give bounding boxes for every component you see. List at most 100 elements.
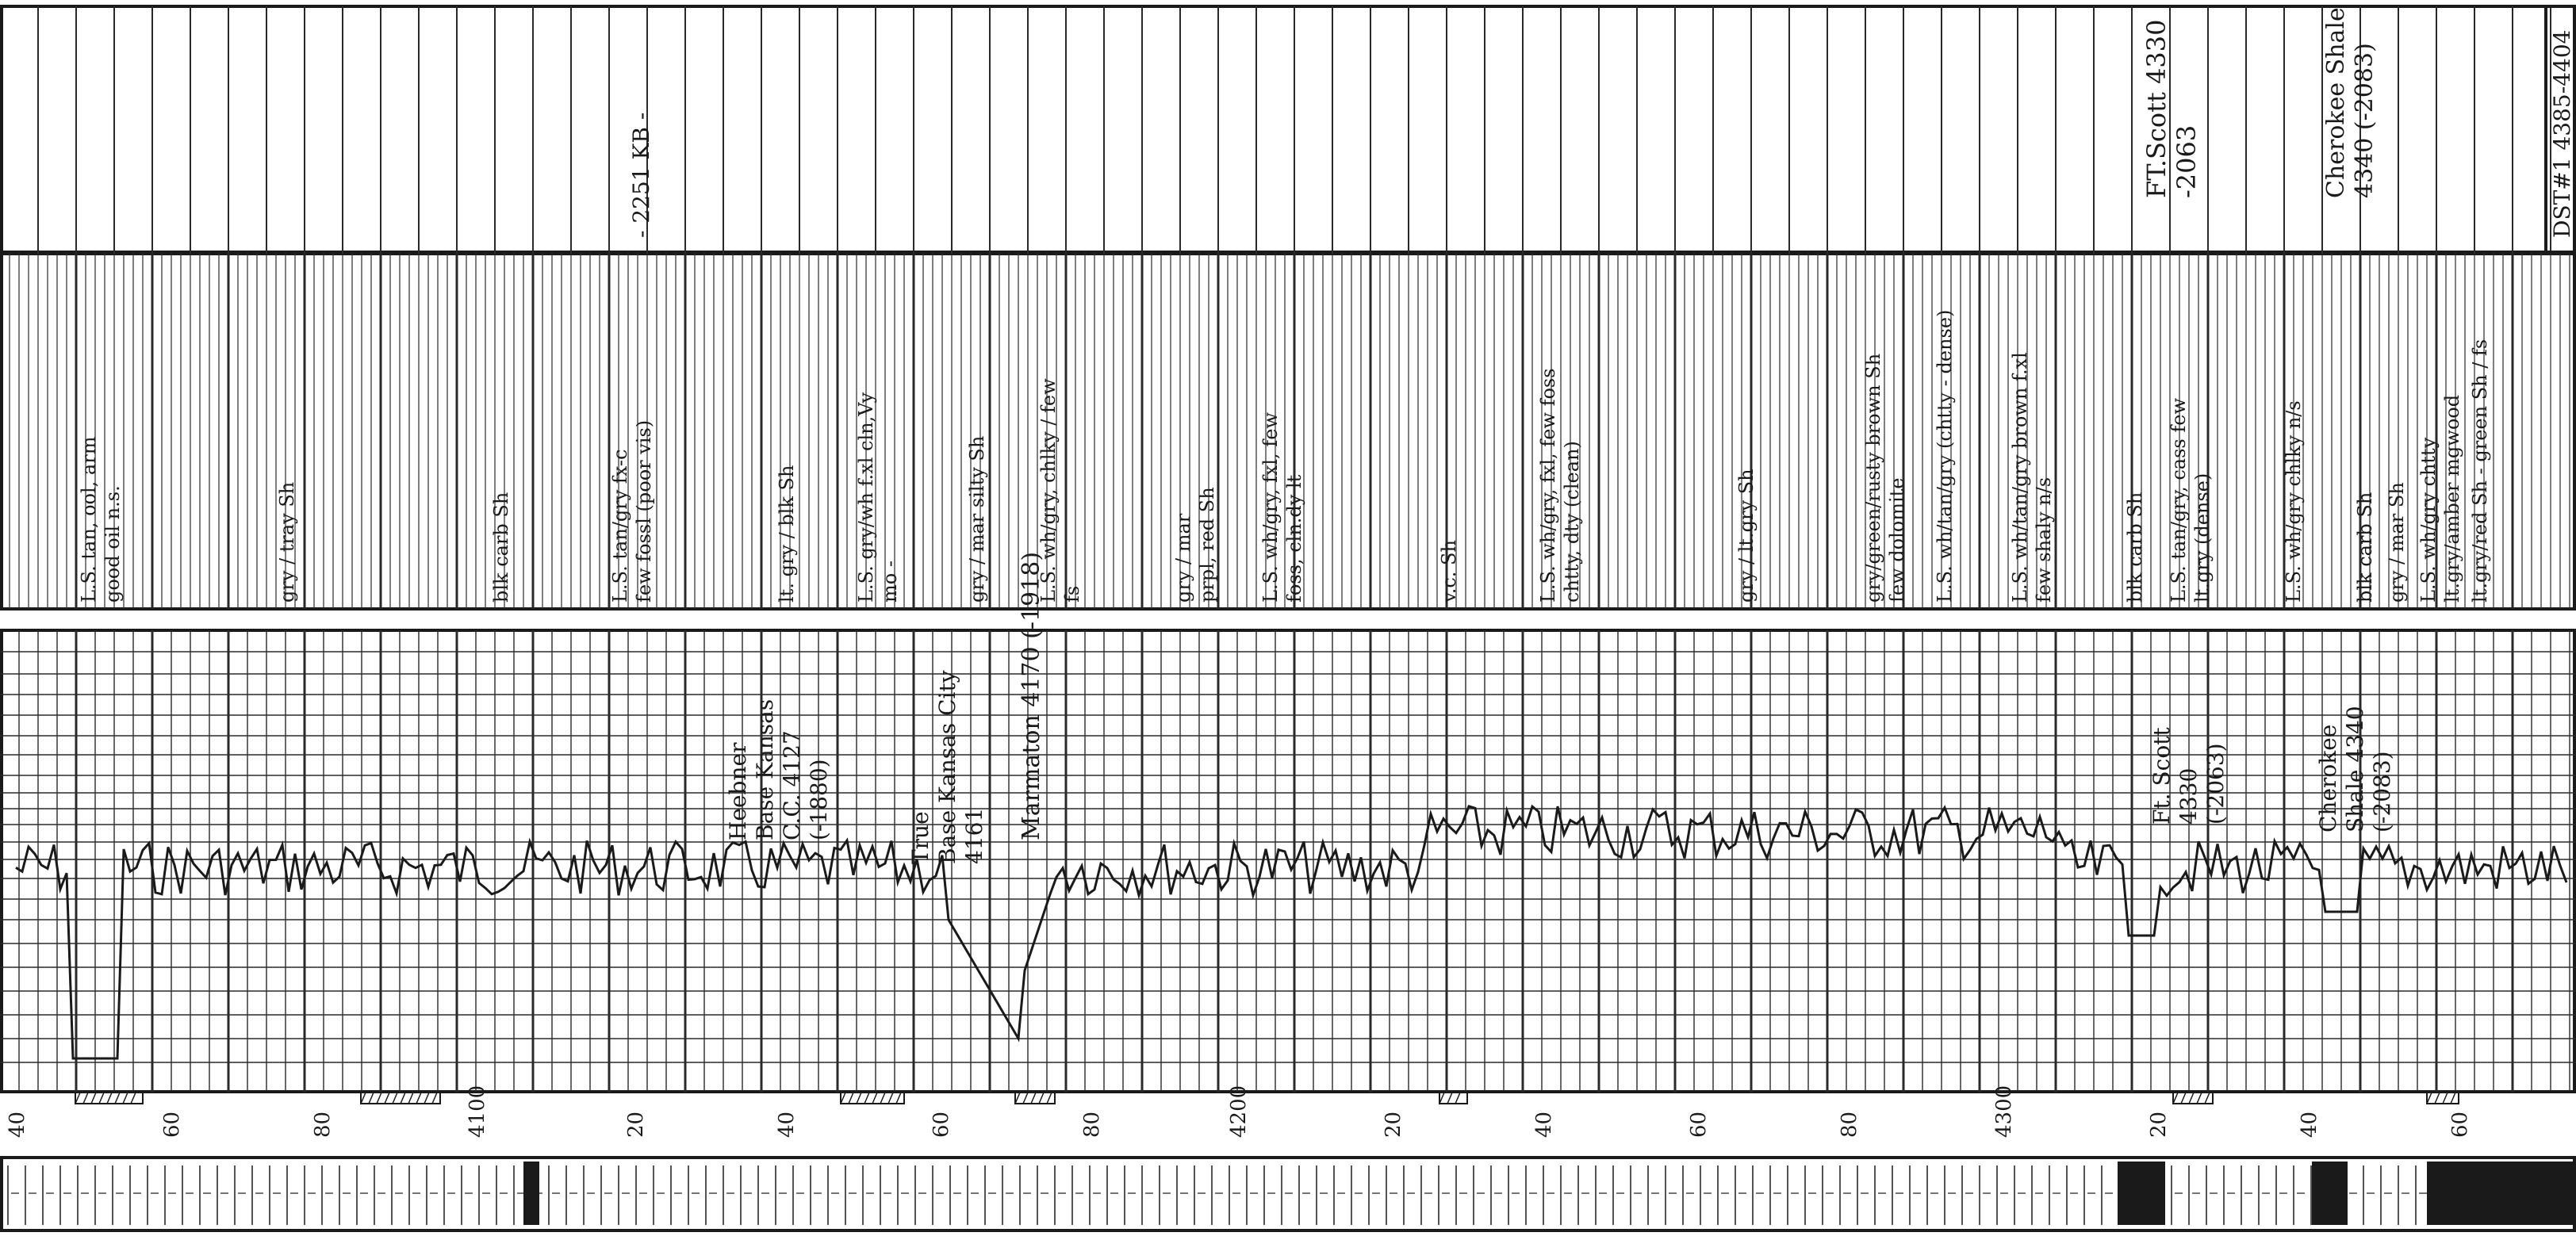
depth-tick-label: 80 (311, 1112, 335, 1138)
band-border (0, 629, 2576, 1093)
scale-marker-hatch (1447, 1092, 1453, 1104)
depth-tick-text: 4100 (466, 1085, 489, 1138)
scale-marker-hatch (400, 1092, 406, 1104)
lithology-note-line: L.S. wh/gry chlky n/s (2283, 400, 2305, 603)
lithology-note-line: few shaly n/s (2033, 477, 2055, 603)
elevation-label-line: - 2251 KB - (628, 113, 654, 238)
marmaton-annotation: Marmaton 4170 (-1918) (1018, 552, 1045, 840)
depth-tick-label: 4200 (1227, 1085, 1251, 1138)
true-bkc-annotation-line: True (907, 811, 933, 864)
scale-marker-hatch (2204, 1092, 2210, 1104)
lithology-description-column: L.S. tan, ool, arm good oil n.s. gry / tra… (78, 310, 2491, 603)
heebner-annotation-line: C.C. 4127 (779, 730, 805, 840)
cherokee-annotation: Cherokee Shale 4340 (-2083) (2315, 706, 2395, 832)
lithology-note-line: mo - (879, 561, 901, 603)
top-cherokee-pick-line: 4340 (-2083) (2351, 43, 2379, 198)
depth-tick-label: 80 (1838, 1112, 1861, 1138)
lithology-note-line: prpl, red Sh (1196, 487, 1218, 603)
depth-tick-label: 4100 (466, 1085, 489, 1138)
lithology-note-line: lt.gry/red Sh - green Sh / fs (2469, 339, 2491, 603)
lithology-note-line: fs (1061, 586, 1083, 603)
scale-marker-hatch (384, 1092, 390, 1104)
scale-marker-hatch (864, 1092, 870, 1104)
lithology-note-line: v.c. Sh (1438, 540, 1460, 603)
depth-tick-text: 4200 (1227, 1085, 1251, 1138)
depth-tick-label: 20 (1382, 1112, 1405, 1138)
depth-tick-text: 20 (1382, 1112, 1405, 1138)
lithology-note: gry/green/rusty brown Sh few dolomite (1862, 354, 1908, 603)
lithology-note-line: L.S. wh/gry chtty (2417, 437, 2440, 603)
depth-tick-label: 40 (1532, 1112, 1556, 1138)
lithology-note-line: blk carb Sh (2354, 492, 2376, 603)
heebner-annotation-line: Base Kansas (752, 699, 778, 840)
lithology-note-line: L.S. wh/gry, chlky / few (1037, 378, 1060, 603)
lithology-note-line: gry/green/rusty brown Sh (1862, 354, 1884, 603)
top-cherokee-pick-line: Cherokee Shale (2322, 7, 2350, 198)
depth-tick-label: 60 (1687, 1112, 1711, 1138)
scale-marker-hatch (2442, 1092, 2448, 1104)
lithology-note-line: L.S. tan, ool, arm (78, 436, 100, 603)
lithology-note-line: gry / mar Sh (2386, 482, 2408, 603)
depth-tick-text: 60 (1687, 1112, 1711, 1138)
depth-tick-label: 60 (2448, 1112, 2472, 1138)
strip-black-block (2118, 1162, 2165, 1225)
lithology-note-line: gry / tray Sh (276, 482, 298, 603)
lithology-note-line: foss, cln.dy lt (1283, 474, 1305, 603)
depth-tick-text: 80 (1080, 1112, 1104, 1138)
marmaton-annotation-line: Marmaton 4170 (-1918) (1018, 552, 1045, 840)
lithology-note: blk carb Sh (2124, 492, 2146, 603)
scale-marker-hatch (895, 1092, 902, 1104)
top-panel-annotations: - 2251 KB - FT.Scott 4330 -2063 Cherokee Sh… (628, 5, 2576, 254)
lithology-note: L.S. gry/wh f.xl cln,Vy mo - (855, 392, 901, 603)
heebner-annotation-line: Heebner (725, 742, 751, 840)
depth-tick-text: 20 (624, 1112, 648, 1138)
scale-marker-hatch (1455, 1092, 1461, 1104)
scale-marker-hatch (2426, 1092, 2432, 1104)
lithology-note: L.S. wh/gry chlky n/s (2283, 400, 2305, 603)
lithology-note: L.S. wh/gry, fxl, few foss chtty, dty (cl… (1537, 368, 1583, 603)
lithology-note: L.S. tan/gry fx-c few fossl (poor vis) (609, 420, 655, 603)
lithology-note-line: L.S. gry/wh f.xl cln,Vy (855, 392, 877, 603)
lithology-note-line: lt. gry / blk Sh (776, 465, 798, 603)
scale-marker-hatch (368, 1092, 374, 1104)
cherokee-annotation-line: (-2083) (2369, 751, 2395, 832)
lithology-note: gry / lt.gry Sh (1735, 469, 1758, 603)
lithology-note: L.S. wh/gry, chlky / few fs (1037, 378, 1083, 603)
lithology-note-line: gry / mar silty Sh (966, 436, 988, 603)
scale-marker-hatch (1022, 1092, 1029, 1104)
scale-marker-hatch (887, 1092, 894, 1104)
dst-box (2544, 5, 2576, 254)
true-bkc-annotation-line: 4161 (961, 808, 987, 864)
scale-marker-hatch (1046, 1092, 1052, 1104)
cherokee-annotation-line: Shale 4340 (2342, 706, 2368, 832)
dst-label-line: DST#1 4385-4404 (2549, 30, 2575, 238)
depth-tick-label: 4300 (1992, 1085, 2016, 1138)
lithology-note-line: L.S. tan/gry fx-c (609, 450, 631, 603)
depth-tick-text: 20 (2147, 1112, 2171, 1138)
depth-tick-label: 60 (930, 1112, 953, 1138)
lithology-note-line: L.S. wh/tan/gry (chtty - dense) (1934, 310, 1956, 603)
depth-tick-text: 40 (2298, 1112, 2321, 1138)
scale-marker (75, 1092, 144, 1104)
scale-marker-hatch (75, 1092, 81, 1104)
scale-marker-hatch (848, 1092, 854, 1104)
scale-marker-hatch (880, 1092, 886, 1104)
depth-tick-label: 20 (624, 1112, 648, 1138)
scale-marker-hatch (2172, 1092, 2179, 1104)
scale-marker-hatch (98, 1092, 105, 1104)
lithology-note: L.S. wh/gry, fxl, few foss, cln.dy lt (1259, 412, 1305, 603)
scale-marker-hatch (431, 1092, 438, 1104)
lithology-note-line: good oil n.s. (102, 485, 124, 603)
lithology-note: L.S. wh/tan/gry brown f.xl few shaly n/s (2009, 352, 2055, 603)
scale-marker-hatch (840, 1092, 846, 1104)
lithology-note-line: few fossl (poor vis) (633, 420, 655, 603)
heebner-annotation: Heebner Base Kansas C.C. 4127 (-1880) (725, 699, 832, 840)
top-ft-scott-pick-line: -2063 (2172, 125, 2202, 198)
lithology-note-line: L.S. wh/tan/gry brown f.xl (2009, 352, 2031, 603)
depth-tick-text: 40 (6, 1112, 29, 1138)
lithology-note: blk carb Sh (2354, 492, 2376, 603)
lithology-note-line: L.S. wh/gry, fxl, few (1259, 412, 1282, 603)
scale-marker-hatch (1030, 1092, 1037, 1104)
scale-marker-hatch (1439, 1092, 1445, 1104)
